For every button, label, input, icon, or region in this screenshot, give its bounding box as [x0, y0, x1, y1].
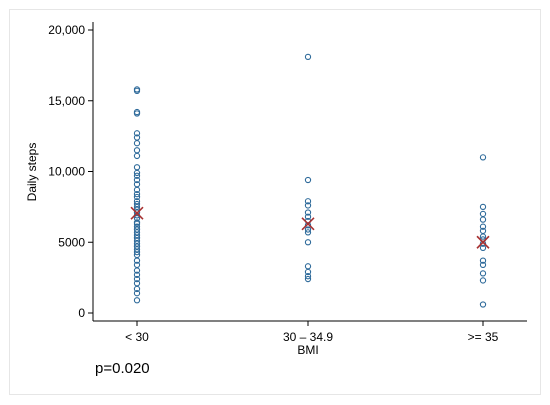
data-point — [479, 223, 487, 230]
mean-marker-stroke — [476, 235, 490, 249]
data-point — [133, 130, 141, 137]
data-points — [133, 53, 487, 308]
y-tick-label: 20,000 — [48, 23, 85, 37]
p-value-annotation: p=0.020 — [95, 360, 150, 377]
data-point — [479, 203, 487, 211]
x-axis-title: BMI — [297, 343, 318, 357]
data-point — [304, 239, 312, 246]
data-point — [304, 209, 312, 216]
data-point — [133, 110, 141, 117]
data-point — [479, 257, 487, 264]
mean-marker-stroke — [130, 206, 144, 220]
data-point — [133, 164, 141, 171]
data-point — [304, 53, 312, 61]
data-point — [479, 261, 487, 269]
data-point — [479, 301, 487, 308]
x-tick-label: 30 – 34.9 — [283, 330, 333, 344]
x-axis: < 30 30 – 34.9 >= 35 — [93, 320, 527, 344]
mean-marker — [130, 206, 144, 220]
data-point — [304, 198, 312, 205]
data-point — [479, 240, 487, 247]
data-point — [479, 216, 487, 223]
y-axis-title: Daily steps — [25, 143, 39, 202]
mean-marker — [476, 235, 490, 249]
data-point — [133, 285, 141, 293]
y-axis: 0 5000 10,000 15,000 20,000 — [48, 22, 94, 321]
data-point — [133, 147, 141, 154]
data-point — [133, 169, 141, 177]
data-point — [133, 290, 141, 297]
x-tick-label: < 30 — [125, 330, 149, 344]
data-point — [304, 263, 312, 270]
y-tick-label: 15,000 — [48, 94, 85, 108]
data-point — [133, 249, 141, 256]
data-point — [479, 244, 487, 252]
data-point — [133, 267, 141, 274]
data-point — [133, 176, 141, 184]
y-tick-label: 5000 — [58, 235, 85, 249]
data-point — [479, 277, 487, 284]
data-point — [133, 140, 141, 147]
data-point — [133, 257, 141, 264]
data-point — [479, 210, 487, 218]
mean-marker — [301, 217, 315, 231]
data-point — [133, 271, 141, 278]
data-point — [133, 152, 141, 160]
data-point — [133, 87, 141, 94]
y-tick-label: 10,000 — [48, 165, 85, 179]
figure-frame — [9, 9, 541, 395]
data-point — [479, 233, 487, 240]
data-point — [133, 190, 141, 198]
data-point — [133, 186, 141, 194]
data-point — [133, 297, 141, 304]
data-point — [304, 275, 312, 283]
data-point — [304, 268, 312, 276]
data-point — [304, 202, 312, 209]
data-point — [304, 222, 312, 229]
data-point — [133, 275, 141, 283]
y-tick-label: 0 — [78, 306, 85, 320]
data-point — [133, 172, 141, 179]
data-point — [304, 226, 312, 233]
data-point — [479, 270, 487, 277]
data-point — [133, 193, 141, 201]
data-point — [304, 273, 312, 280]
data-point — [304, 213, 312, 220]
data-point — [304, 176, 312, 184]
group-mean-markers — [130, 206, 490, 249]
x-tick-label: >= 35 — [468, 330, 499, 344]
mean-marker-stroke — [301, 217, 315, 231]
data-point — [304, 229, 312, 236]
data-point — [479, 154, 487, 161]
